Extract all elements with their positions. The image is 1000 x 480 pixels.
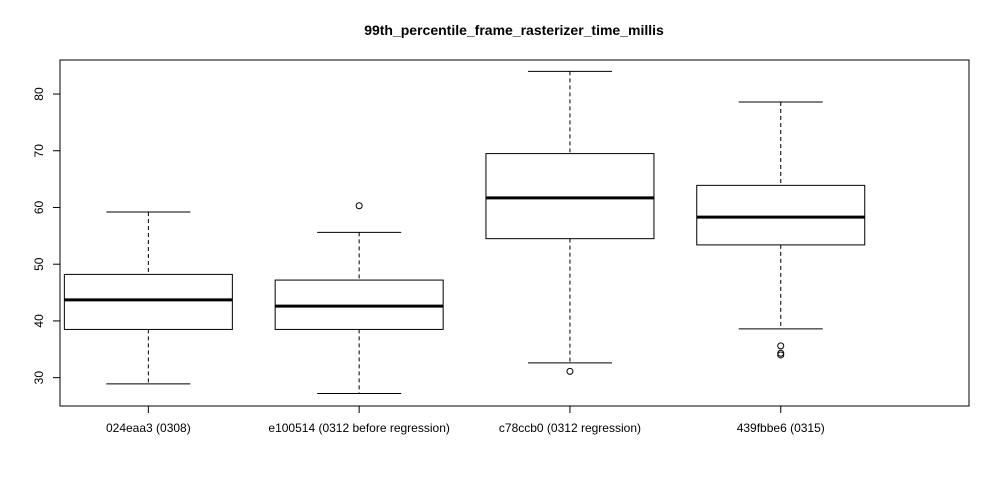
iqr-box [696,184,866,246]
box-1 [63,211,233,385]
y-tick-label: 80 [32,87,46,101]
x-axis: 024eaa3 (0308) e100514 (0312 before regre… [106,405,825,435]
x-category-label: c78ccb0 (0312 regression) [499,421,641,435]
x-category-label: 439fbbe6 (0315) [737,421,825,435]
boxes-group [63,70,866,395]
x-category-label: 024eaa3 (0308) [106,421,191,435]
y-tick-label: 70 [32,144,46,158]
iqr-box [485,153,655,240]
box-2 [274,202,444,395]
y-tick-label: 50 [32,257,46,271]
outlier-point [777,342,785,350]
y-tick-label: 60 [32,200,46,214]
outlier-point [355,202,363,210]
y-axis: 30 40 50 60 70 80 [32,87,61,385]
chart-title: 99th_percentile_frame_rasterizer_time_mi… [364,22,664,38]
box-4 [696,101,866,359]
outlier-point [566,367,574,375]
outlier-point [777,351,785,359]
iqr-box [63,273,233,330]
x-category-label: e100514 (0312 before regression) [268,421,449,435]
y-tick-label: 30 [32,371,46,385]
box-3 [485,70,655,375]
y-tick-label: 40 [32,314,46,328]
